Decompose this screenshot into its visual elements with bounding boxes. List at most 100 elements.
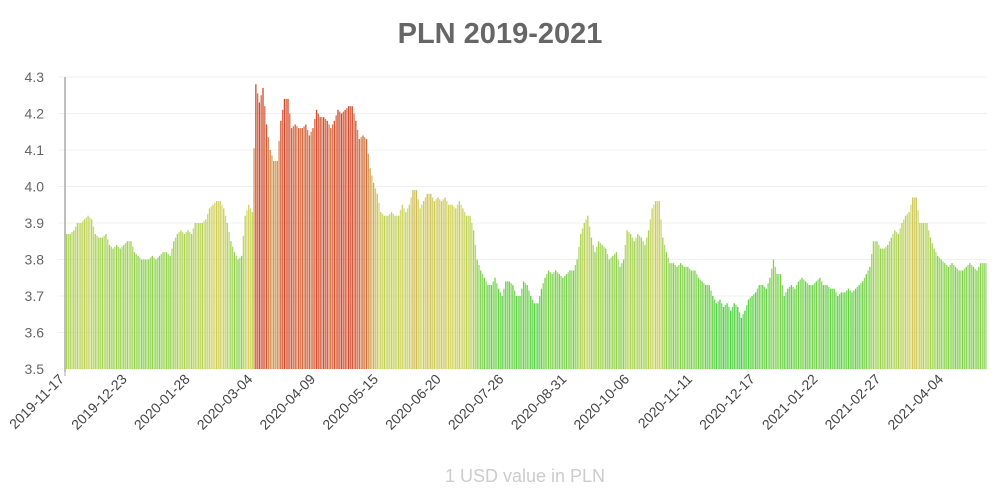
bar bbox=[804, 281, 807, 369]
bar bbox=[144, 259, 146, 369]
y-tick-label: 4.0 bbox=[25, 179, 45, 195]
bar bbox=[542, 283, 544, 369]
bar bbox=[356, 129, 359, 369]
bar bbox=[299, 128, 302, 369]
bar bbox=[953, 264, 955, 369]
bar bbox=[815, 281, 817, 369]
bar bbox=[563, 275, 566, 369]
bar bbox=[371, 175, 373, 369]
bar bbox=[255, 84, 257, 370]
bar bbox=[78, 223, 80, 369]
bar bbox=[362, 135, 364, 369]
bar bbox=[214, 202, 216, 369]
bar bbox=[499, 292, 502, 369]
bar bbox=[169, 255, 171, 369]
bar bbox=[878, 244, 880, 369]
bar bbox=[779, 274, 782, 369]
bar bbox=[574, 264, 577, 369]
bar bbox=[231, 246, 234, 369]
bar bbox=[856, 286, 859, 369]
bar bbox=[446, 201, 448, 369]
bar bbox=[756, 288, 759, 369]
bar bbox=[888, 241, 891, 369]
bar bbox=[103, 235, 105, 369]
bar bbox=[601, 244, 603, 369]
bar bbox=[887, 244, 889, 369]
bar bbox=[724, 305, 726, 369]
bar bbox=[628, 232, 630, 369]
bar bbox=[285, 98, 287, 370]
bar bbox=[447, 204, 450, 369]
bar bbox=[851, 292, 853, 369]
bar-series bbox=[66, 84, 987, 370]
bar bbox=[410, 197, 412, 369]
x-tick-label: 2021-02-27 bbox=[822, 371, 884, 433]
bar bbox=[899, 228, 901, 369]
bar bbox=[128, 241, 130, 369]
bar bbox=[310, 131, 312, 369]
bar bbox=[801, 277, 803, 369]
bar bbox=[824, 285, 826, 369]
bar bbox=[219, 201, 221, 369]
bar bbox=[415, 190, 418, 369]
bar bbox=[970, 264, 973, 369]
bar bbox=[958, 270, 960, 369]
bar bbox=[373, 182, 375, 369]
bar bbox=[531, 299, 534, 369]
bar bbox=[735, 305, 737, 369]
bar bbox=[635, 237, 637, 369]
bar bbox=[924, 223, 926, 369]
bar bbox=[910, 204, 912, 369]
bar bbox=[915, 197, 917, 369]
bar bbox=[112, 248, 114, 369]
bar bbox=[476, 259, 478, 369]
bar bbox=[132, 246, 134, 369]
bar bbox=[729, 310, 732, 369]
bar bbox=[699, 279, 701, 369]
bar bbox=[596, 246, 598, 369]
bar bbox=[663, 244, 666, 369]
bar bbox=[972, 266, 975, 369]
bar bbox=[794, 288, 796, 369]
bar bbox=[260, 95, 262, 369]
x-axis-tick-labels: 2019-11-17 2019-12-23 2020-01-28 2020-03-04… bbox=[6, 369, 946, 433]
bar bbox=[808, 285, 810, 369]
y-axis-tick-labels: 3.5 3.6 3.7 3.8 3.9 4.0 4.1 4.2 4.3 bbox=[25, 69, 45, 377]
bar bbox=[381, 213, 384, 369]
bar bbox=[230, 241, 232, 369]
bar bbox=[592, 244, 594, 369]
bar bbox=[881, 248, 884, 369]
bar bbox=[312, 128, 314, 369]
bar bbox=[71, 232, 73, 369]
bar bbox=[935, 252, 937, 369]
bar bbox=[210, 206, 212, 369]
bar bbox=[417, 199, 419, 369]
bar bbox=[471, 223, 473, 369]
bar bbox=[879, 248, 882, 369]
bar bbox=[605, 248, 607, 369]
bar bbox=[626, 230, 628, 369]
bar bbox=[903, 219, 905, 369]
bar bbox=[146, 259, 148, 369]
bar bbox=[754, 292, 757, 369]
bar bbox=[515, 296, 518, 369]
bar bbox=[742, 314, 744, 369]
bar bbox=[597, 241, 600, 369]
bar bbox=[788, 286, 791, 369]
bar bbox=[249, 208, 252, 369]
bar bbox=[731, 306, 734, 369]
bar bbox=[678, 264, 680, 369]
bar bbox=[358, 139, 361, 369]
bar bbox=[201, 223, 203, 369]
bar bbox=[694, 270, 696, 369]
bar bbox=[278, 140, 280, 369]
bar bbox=[926, 223, 928, 369]
bar bbox=[710, 290, 712, 369]
bar bbox=[594, 252, 596, 369]
bar bbox=[323, 117, 325, 370]
bar bbox=[960, 270, 962, 369]
bar bbox=[458, 201, 460, 369]
bar bbox=[863, 277, 866, 369]
bar bbox=[155, 259, 157, 369]
bar bbox=[978, 266, 980, 369]
